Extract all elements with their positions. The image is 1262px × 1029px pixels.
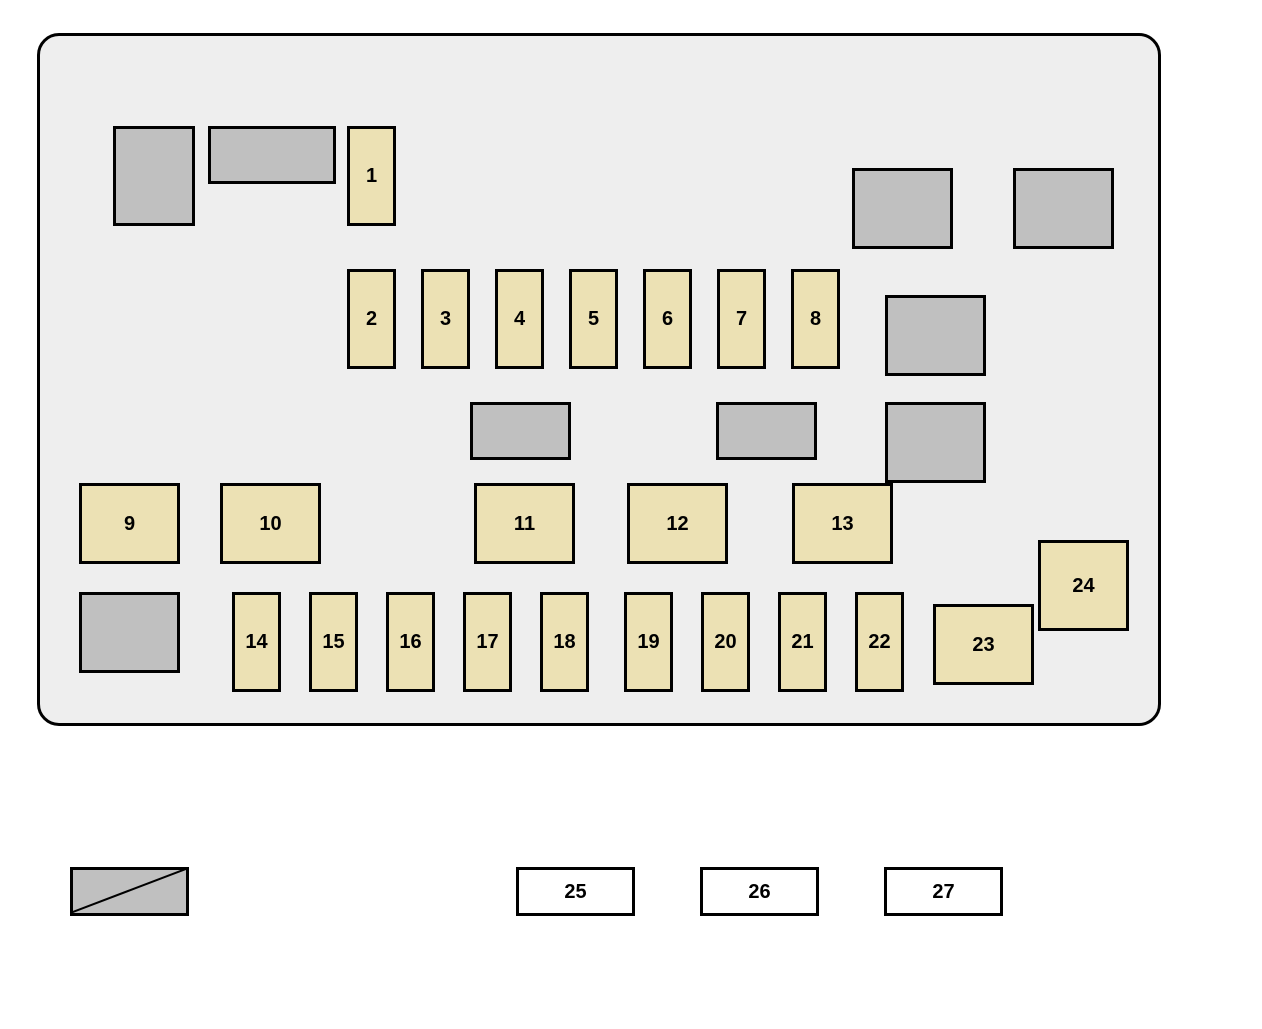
legend-25-label: 25 [564, 882, 586, 902]
fuse-7-label: 7 [736, 309, 747, 329]
relay-d [1013, 168, 1114, 249]
fuse-6-label: 6 [662, 309, 673, 329]
fuse-8-label: 8 [810, 309, 821, 329]
fuse-4-label: 4 [514, 309, 525, 329]
relay-b [208, 126, 336, 184]
fuse-2: 2 [347, 269, 396, 369]
fuse-17-label: 17 [476, 632, 498, 652]
relay-e [885, 295, 986, 376]
fuse-23: 23 [933, 604, 1034, 685]
legend-27-label: 27 [932, 882, 954, 902]
fuse-23-label: 23 [972, 635, 994, 655]
fuse-4: 4 [495, 269, 544, 369]
legend-27: 27 [884, 867, 1003, 916]
fuse-24: 24 [1038, 540, 1129, 631]
fuse-22-label: 22 [868, 632, 890, 652]
fuse-19: 19 [624, 592, 673, 692]
fuse-22: 22 [855, 592, 904, 692]
fuse-18: 18 [540, 592, 589, 692]
fuse-21: 21 [778, 592, 827, 692]
fuse-5-label: 5 [588, 309, 599, 329]
fuse-15-label: 15 [322, 632, 344, 652]
relay-c [852, 168, 953, 249]
fuse-16-label: 16 [399, 632, 421, 652]
fuse-14: 14 [232, 592, 281, 692]
fuse-18-label: 18 [553, 632, 575, 652]
fuse-1-label: 1 [366, 166, 377, 186]
relay-i [79, 592, 180, 673]
fuse-19-label: 19 [637, 632, 659, 652]
diagram-stage: 1234567891011121314151617181920212223242… [0, 0, 1262, 1029]
fuse-16: 16 [386, 592, 435, 692]
fuse-20-label: 20 [714, 632, 736, 652]
fuse-13: 13 [792, 483, 893, 564]
fuse-7: 7 [717, 269, 766, 369]
fuse-17: 17 [463, 592, 512, 692]
fuse-9: 9 [79, 483, 180, 564]
fuse-20: 20 [701, 592, 750, 692]
legend-relay-hatch [72, 868, 186, 913]
fuse-21-label: 21 [791, 632, 813, 652]
fuse-3: 3 [421, 269, 470, 369]
fuse-11-label: 11 [514, 514, 535, 534]
fuse-13-label: 13 [831, 514, 853, 534]
relay-f [885, 402, 986, 483]
fuse-12-label: 12 [666, 514, 688, 534]
legend-25: 25 [516, 867, 635, 916]
fuse-15: 15 [309, 592, 358, 692]
fuse-1: 1 [347, 126, 396, 226]
relay-a [113, 126, 195, 226]
fuse-2-label: 2 [366, 309, 377, 329]
fuse-10: 10 [220, 483, 321, 564]
relay-h [716, 402, 817, 460]
legend-26-label: 26 [748, 882, 770, 902]
fuse-14-label: 14 [245, 632, 267, 652]
fuse-3-label: 3 [440, 309, 451, 329]
fuse-9-label: 9 [124, 514, 135, 534]
fuse-24-label: 24 [1072, 576, 1094, 596]
fuse-8: 8 [791, 269, 840, 369]
fuse-10-label: 10 [259, 514, 281, 534]
legend-relay [70, 867, 189, 916]
fuse-12: 12 [627, 483, 728, 564]
relay-g [470, 402, 571, 460]
fuse-5: 5 [569, 269, 618, 369]
fuse-6: 6 [643, 269, 692, 369]
fuse-11: 11 [474, 483, 575, 564]
legend-26: 26 [700, 867, 819, 916]
